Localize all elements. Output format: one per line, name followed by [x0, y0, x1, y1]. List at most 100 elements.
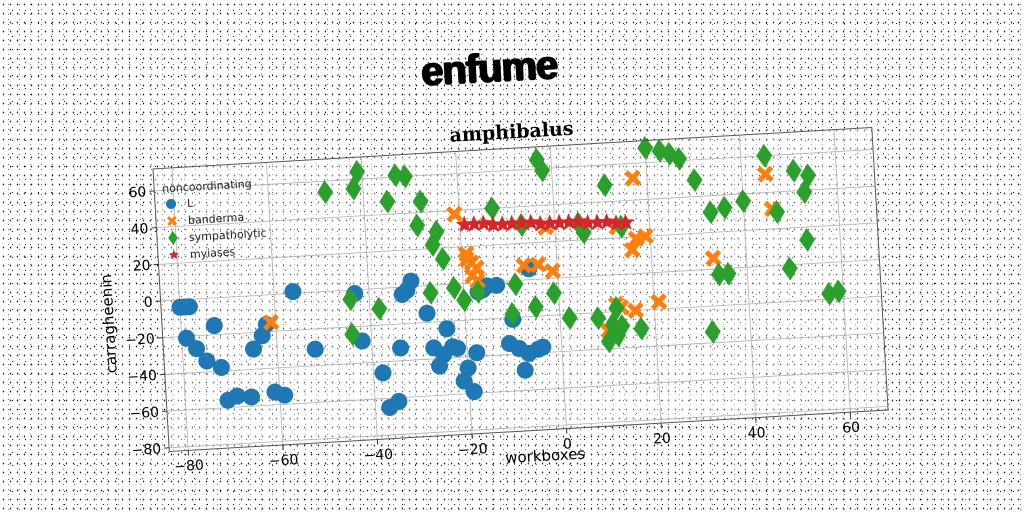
point-circle: [243, 388, 261, 406]
point-diamond: [671, 146, 688, 171]
x-tick-label: 60: [842, 420, 861, 437]
x-tick-label: −40: [363, 447, 393, 465]
point-star: [607, 214, 625, 231]
point-x: [623, 241, 641, 259]
point-x: [627, 301, 645, 319]
point-circle: [402, 272, 420, 290]
y-tick-label: 60: [128, 184, 147, 201]
point-diamond: [575, 220, 592, 245]
point-x: [544, 262, 562, 280]
point-diamond: [720, 261, 737, 286]
point-star: [579, 214, 597, 231]
point-star: [541, 214, 559, 231]
legend-label: banderma: [188, 211, 245, 227]
point-circle: [306, 340, 324, 358]
point-x: [756, 165, 774, 183]
point-star: [522, 213, 540, 231]
point-diamond: [785, 158, 802, 183]
point-diamond: [545, 281, 562, 306]
legend-marker: [166, 215, 178, 227]
point-circle: [284, 283, 302, 301]
point-diamond: [608, 295, 625, 320]
x-gridline: [738, 135, 757, 418]
point-diamond: [561, 305, 578, 330]
point-diamond: [633, 316, 650, 341]
point-diamond: [821, 281, 838, 306]
point-circle: [390, 392, 408, 410]
point-circle: [459, 359, 477, 377]
x-gridline: [549, 146, 567, 429]
y-tick-label: 40: [130, 221, 149, 238]
point-star: [569, 212, 587, 230]
legend-label: myiases: [190, 245, 236, 261]
x-axis-label: workboxes: [505, 445, 586, 468]
point-diamond: [396, 164, 413, 189]
x-gridline: [833, 129, 851, 413]
point-star: [493, 215, 511, 232]
point-diamond: [387, 163, 404, 188]
point-diamond: [735, 189, 752, 214]
y-tick-label: 20: [132, 258, 151, 275]
point-diamond: [507, 272, 524, 297]
point-diamond: [600, 329, 617, 354]
y-gridline: [158, 222, 878, 265]
point-circle: [205, 317, 223, 335]
point-x: [624, 169, 642, 187]
point-diamond: [796, 180, 813, 205]
chart-title: amphibalus: [449, 118, 574, 147]
y-tick-label: −60: [129, 405, 159, 423]
point-x: [650, 293, 668, 311]
point-diamond: [342, 287, 359, 312]
point-diamond: [686, 168, 703, 193]
point-circle: [198, 352, 216, 370]
point-star: [617, 213, 635, 231]
point-diamond: [428, 219, 445, 244]
point-diamond: [412, 189, 429, 214]
plot-area: [152, 127, 889, 452]
point-star: [503, 214, 521, 232]
point-diamond: [349, 159, 366, 184]
point-circle: [438, 320, 456, 338]
point-star: [474, 214, 492, 232]
point-circle: [245, 340, 263, 358]
point-x: [445, 205, 464, 223]
point-circle: [177, 329, 195, 347]
point-star: [588, 213, 606, 231]
point-diamond: [484, 196, 501, 221]
y-gridline: [166, 369, 886, 412]
point-circle: [449, 339, 467, 357]
point-circle: [212, 358, 230, 376]
y-tick-label: 0: [143, 295, 153, 311]
point-diamond: [781, 256, 798, 281]
x-tick-label: −80: [174, 458, 204, 476]
point-diamond: [409, 213, 426, 238]
point-diamond: [456, 288, 473, 313]
point-diamond: [504, 301, 521, 326]
point-x: [637, 227, 655, 245]
x-gridline: [360, 156, 378, 440]
legend-marker: [168, 249, 179, 260]
point-diamond: [317, 180, 334, 205]
axis-ticks: −80 −60 −40 −20 0 20 40 60 −80 −60 −40 −20 0 20 40 60: [125, 184, 861, 476]
y-gridline: [154, 149, 874, 192]
legend: noncoordinating Lbandermasympatholyticmy…: [162, 177, 267, 261]
y-gridline: [169, 405, 888, 449]
point-diamond: [590, 306, 607, 331]
point-x: [529, 256, 547, 274]
point-circle: [392, 339, 410, 357]
data-marks: [171, 135, 847, 416]
x-gridline: [644, 140, 662, 424]
point-diamond: [769, 200, 786, 225]
point-star: [465, 215, 483, 232]
point-diamond: [371, 296, 388, 321]
point-star: [484, 215, 502, 233]
point-star: [455, 215, 474, 233]
point-diamond: [434, 247, 451, 271]
point-diamond: [610, 323, 627, 348]
legend-title: noncoordinating: [162, 177, 252, 195]
point-diamond: [424, 232, 441, 257]
point-circle: [180, 298, 198, 316]
point-diamond: [345, 176, 362, 201]
legend-label: L: [187, 197, 195, 210]
point-star: [560, 213, 578, 230]
